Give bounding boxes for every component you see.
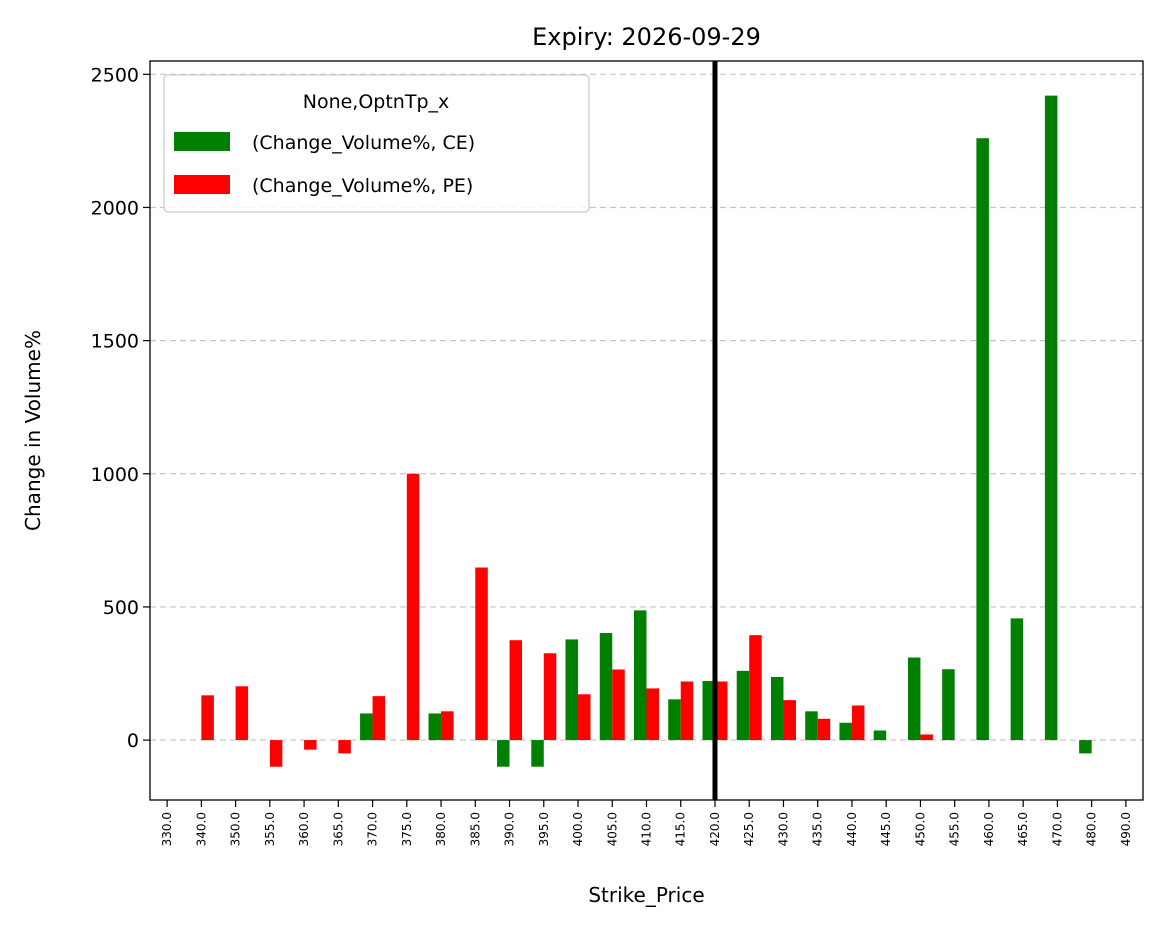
bar-pe-410.0 [646, 688, 659, 741]
y-tick-label: 1000 [91, 464, 139, 486]
x-tick-label: 355.0 [263, 812, 277, 846]
x-tick-label: 405.0 [605, 812, 619, 846]
legend-title: None,OptnTp_x [303, 91, 450, 113]
legend-swatch-pe [174, 175, 230, 194]
x-axis-label: Strike_Price [588, 883, 704, 907]
bar-pe-360.0 [304, 740, 317, 750]
bar-pe-390.0 [509, 640, 523, 741]
legend-box [163, 74, 590, 213]
y-axis: 0 500 1000 1500 2000 2500 [91, 64, 150, 752]
x-tick-label: 415.0 [674, 812, 688, 846]
x-tick-label: 450.0 [913, 812, 927, 846]
x-tick-label: 445.0 [879, 812, 893, 846]
y-tick-label: 2500 [91, 64, 139, 86]
bar-ce-395.0 [531, 740, 544, 767]
legend-label-pe: (Change_Volume%, PE) [252, 175, 473, 197]
x-tick-label: 360.0 [297, 812, 311, 846]
legend: None,OptnTp_x (Change_Volume%, CE) (Chan… [163, 74, 590, 213]
x-tick-label: 440.0 [845, 812, 859, 846]
bar-pe-425.0 [749, 635, 762, 741]
x-tick-label: 400.0 [571, 812, 585, 846]
bar-ce-380.0 [428, 713, 442, 741]
bar-ce-420.0 [702, 680, 715, 741]
bar-pe-430.0 [783, 700, 796, 741]
bar-ce-425.0 [736, 670, 750, 741]
bar-pe-440.0 [851, 705, 865, 741]
y-tick-label: 1500 [91, 331, 139, 353]
x-tick-label: 390.0 [503, 812, 517, 846]
x-tick-label: 350.0 [229, 812, 243, 846]
bar-pe-375.0 [406, 473, 420, 741]
bar-ce-435.0 [805, 711, 818, 741]
bar-ce-370.0 [360, 713, 373, 741]
x-tick-label: 420.0 [708, 812, 722, 846]
x-tick-label: 490.0 [1119, 812, 1133, 846]
bar-ce-390.0 [497, 740, 510, 767]
bar-pe-415.0 [680, 681, 694, 741]
x-tick-label: 425.0 [742, 812, 756, 846]
bar-pe-380.0 [441, 711, 454, 741]
x-tick-label: 340.0 [194, 812, 208, 846]
x-tick-label: 455.0 [948, 812, 962, 846]
bar-pe-405.0 [612, 669, 625, 741]
x-axis: 330.0 340.0 350.0 355.0 360.0 365.0 370.0 375.0… [160, 800, 1133, 846]
bar-ce-450.0 [907, 657, 921, 741]
bar-pe-370.0 [372, 696, 386, 741]
bar-pe-350.0 [235, 686, 249, 741]
bar-pe-355.0 [269, 740, 283, 767]
bar-pe-365.0 [338, 740, 351, 754]
bar-ce-400.0 [565, 639, 579, 741]
bar-pe-385.0 [475, 567, 488, 741]
x-tick-label: 480.0 [1085, 812, 1099, 846]
bar-pe-395.0 [543, 653, 557, 741]
bars [201, 95, 1092, 767]
x-tick-label: 385.0 [468, 812, 482, 846]
legend-label-ce: (Change_Volume%, CE) [252, 132, 475, 154]
x-tick-label: 460.0 [982, 812, 996, 846]
x-tick-label: 435.0 [811, 812, 825, 846]
y-tick-label: 2000 [91, 197, 139, 219]
bar-pe-340.0 [201, 695, 214, 741]
chart-title: Expiry: 2026-09-29 [532, 23, 761, 51]
y-tick-label: 500 [103, 597, 139, 619]
bar-ce-430.0 [770, 676, 784, 741]
bar-pe-420.0 [714, 681, 728, 741]
bar-ce-460.0 [976, 138, 989, 741]
x-tick-label: 470.0 [1050, 812, 1064, 846]
y-tick-label: 0 [127, 730, 139, 752]
x-tick-label: 375.0 [400, 812, 414, 846]
x-tick-label: 395.0 [537, 812, 551, 846]
y-axis-label: Change in Volume% [21, 330, 45, 531]
x-tick-label: 330.0 [160, 812, 174, 846]
bar-pe-400.0 [578, 694, 591, 741]
bar-pe-435.0 [817, 718, 831, 741]
bar-ce-445.0 [873, 730, 887, 741]
x-tick-label: 465.0 [1016, 812, 1030, 846]
bar-ce-455.0 [942, 669, 955, 741]
bar-ce-410.0 [634, 610, 647, 741]
legend-swatch-ce [174, 132, 230, 151]
x-tick-label: 380.0 [434, 812, 448, 846]
bar-ce-415.0 [668, 699, 681, 741]
x-tick-label: 365.0 [331, 812, 345, 846]
bar-ce-480.0 [1079, 740, 1092, 754]
bar-pe-450.0 [920, 734, 933, 741]
bar-ce-405.0 [599, 633, 613, 741]
bar-ce-470.0 [1044, 95, 1058, 741]
bar-ce-440.0 [839, 722, 852, 741]
x-tick-label: 370.0 [366, 812, 380, 846]
x-tick-label: 430.0 [776, 812, 790, 846]
x-tick-label: 410.0 [640, 812, 654, 846]
bar-ce-465.0 [1010, 618, 1024, 741]
